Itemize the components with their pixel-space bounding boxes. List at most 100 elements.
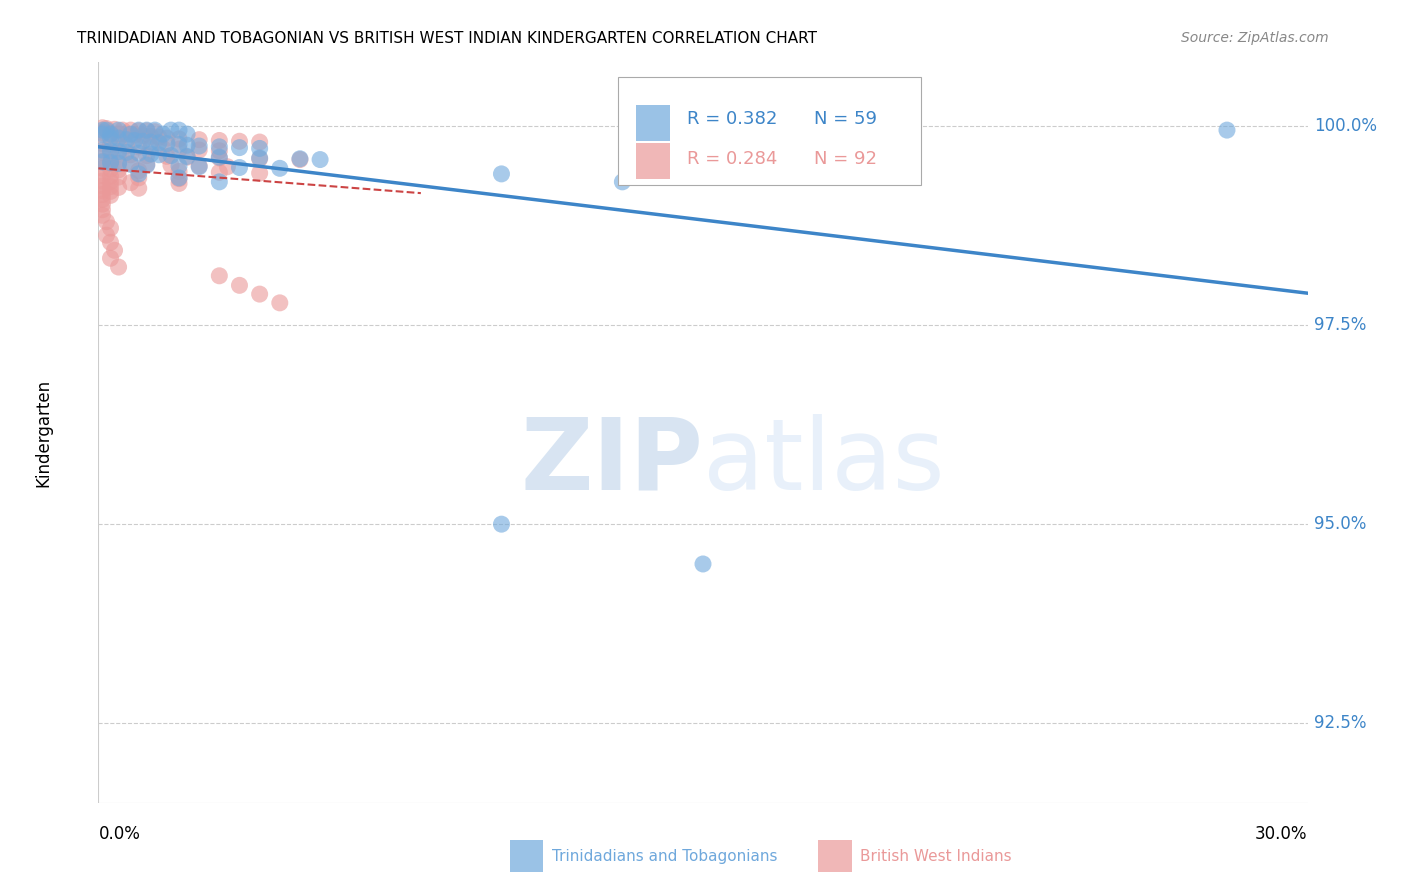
Point	[139, 135, 162, 149]
Point	[107, 145, 129, 159]
Point	[309, 153, 332, 167]
Point	[160, 123, 183, 137]
Point	[208, 175, 231, 189]
Point	[148, 148, 170, 162]
Point	[107, 147, 129, 161]
Point	[188, 159, 211, 173]
Text: atlas: atlas	[703, 414, 945, 511]
Text: 95.0%: 95.0%	[1313, 516, 1367, 533]
Point	[135, 124, 157, 138]
Point	[167, 123, 190, 137]
Point	[107, 156, 129, 170]
Point	[91, 193, 114, 207]
Point	[96, 214, 118, 228]
Point	[100, 162, 122, 177]
Text: Kindergarten: Kindergarten	[35, 378, 52, 487]
Point	[692, 557, 714, 571]
Point	[135, 148, 157, 162]
Point	[160, 148, 183, 162]
Point	[128, 181, 150, 195]
Point	[107, 170, 129, 185]
Point	[120, 127, 142, 141]
Text: 92.5%: 92.5%	[1313, 714, 1367, 732]
Point	[115, 139, 138, 153]
Point	[176, 149, 198, 163]
Point	[103, 122, 125, 136]
Point	[100, 137, 122, 152]
Point	[491, 517, 513, 532]
Point	[132, 128, 155, 143]
Point	[115, 133, 138, 147]
Point	[208, 140, 231, 154]
Bar	[637, 143, 671, 178]
Point	[91, 120, 114, 135]
Text: British West Indians: British West Indians	[860, 848, 1012, 863]
Point	[132, 134, 155, 148]
Point	[120, 123, 142, 137]
Point	[491, 167, 513, 181]
Point	[143, 125, 166, 139]
Point	[128, 163, 150, 178]
Point	[107, 123, 129, 137]
Point	[208, 150, 231, 164]
Text: ZIP: ZIP	[520, 414, 703, 511]
Point	[217, 160, 239, 174]
Point	[249, 151, 271, 165]
Point	[91, 143, 114, 157]
Point	[96, 121, 118, 136]
Point	[91, 126, 114, 140]
Point	[111, 123, 134, 137]
Text: R = 0.382: R = 0.382	[688, 110, 778, 128]
Text: N = 92: N = 92	[814, 150, 877, 168]
Point	[167, 142, 190, 156]
Text: 97.5%: 97.5%	[1313, 316, 1367, 334]
Point	[91, 145, 114, 160]
Point	[107, 127, 129, 141]
Point	[100, 144, 122, 158]
Point	[100, 155, 122, 169]
Point	[188, 139, 211, 153]
Point	[107, 162, 129, 177]
Text: Source: ZipAtlas.com: Source: ZipAtlas.com	[1181, 31, 1329, 45]
Text: TRINIDADIAN AND TOBAGONIAN VS BRITISH WEST INDIAN KINDERGARTEN CORRELATION CHART: TRINIDADIAN AND TOBAGONIAN VS BRITISH WE…	[77, 31, 817, 46]
Point	[128, 146, 150, 161]
Point	[148, 130, 170, 145]
Point	[188, 160, 211, 174]
Point	[107, 138, 129, 153]
FancyBboxPatch shape	[619, 78, 921, 185]
Point	[249, 166, 271, 180]
Point	[249, 152, 271, 166]
Point	[100, 126, 122, 140]
Point	[100, 127, 122, 141]
Point	[208, 151, 231, 165]
Point	[100, 252, 122, 266]
Point	[100, 179, 122, 194]
Text: 100.0%: 100.0%	[1313, 117, 1376, 135]
Point	[249, 287, 271, 301]
Point	[228, 140, 250, 154]
Point	[91, 202, 114, 217]
Point	[100, 169, 122, 184]
Text: 30.0%: 30.0%	[1256, 825, 1308, 843]
Point	[288, 152, 311, 166]
Point	[91, 123, 114, 137]
Point	[176, 127, 198, 141]
Point	[167, 177, 190, 191]
Point	[167, 164, 190, 178]
Point	[249, 141, 271, 155]
Bar	[509, 840, 543, 872]
Point	[120, 176, 142, 190]
Point	[269, 161, 291, 176]
Point	[100, 221, 122, 235]
Point	[128, 170, 150, 185]
Point	[893, 143, 915, 157]
Point	[188, 143, 211, 157]
Text: Trinidadians and Tobagonians: Trinidadians and Tobagonians	[551, 848, 778, 863]
Point	[128, 140, 150, 154]
Point	[124, 133, 146, 147]
Point	[91, 178, 114, 193]
Point	[288, 153, 311, 167]
Point	[152, 141, 174, 155]
Point	[96, 228, 118, 243]
Point	[176, 138, 198, 153]
